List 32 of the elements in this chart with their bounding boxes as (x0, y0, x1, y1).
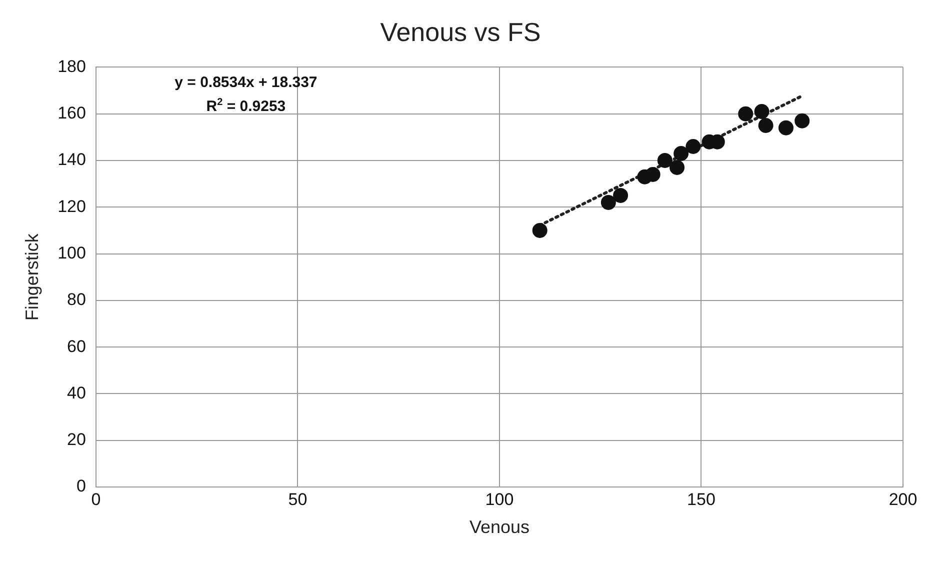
y-tick-label: 0 (76, 476, 86, 496)
y-tick-label: 120 (58, 196, 86, 216)
point (600, 194, 616, 210)
x-tick-label: 200 (888, 490, 918, 509)
point (778, 120, 794, 136)
y-tick-label: 180 (58, 56, 86, 76)
point (686, 138, 701, 154)
x-tick-label: 50 (288, 490, 308, 509)
y-tick-label: 60 (67, 336, 86, 356)
annotation: y = 0.8534x + 18.337 (174, 74, 318, 92)
y-axis-title: Fingerstick (22, 232, 42, 321)
x-axis-title: Venous (469, 517, 530, 538)
point (613, 188, 628, 203)
point (645, 166, 660, 182)
point (758, 118, 774, 134)
x-tick-label: 150 (687, 490, 716, 509)
y-tick-label: 40 (67, 383, 86, 402)
x-tick-label: 100 (485, 490, 514, 509)
point (738, 106, 754, 122)
y-tick-label: 20 (67, 430, 86, 450)
chart-title: Venous vs FS (380, 16, 541, 47)
point (674, 146, 689, 161)
point (532, 222, 548, 238)
point (794, 113, 810, 128)
y-tick-label: 80 (67, 290, 86, 310)
y-tick-label: 160 (58, 104, 86, 123)
point (754, 104, 770, 120)
point (670, 160, 685, 175)
y-tick-label: 100 (58, 243, 86, 262)
point (657, 152, 672, 168)
x-tick-label: 0 (91, 490, 101, 509)
y-tick-label: 140 (58, 150, 86, 170)
